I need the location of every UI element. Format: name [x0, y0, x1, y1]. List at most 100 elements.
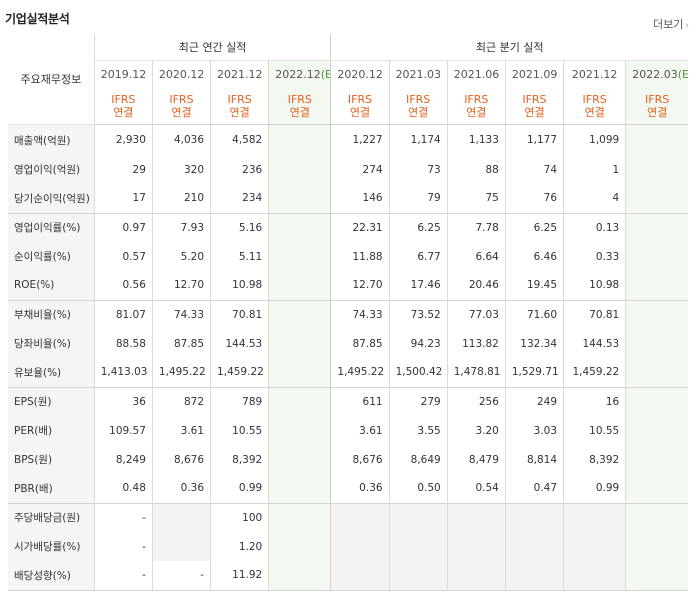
row-label: 부채비율(%): [8, 299, 95, 329]
row-label: 영업이익률(%): [8, 212, 95, 242]
table-cell: 8,676: [151, 445, 211, 474]
table-cell: 320: [151, 155, 211, 184]
table-row: 순이익률(%) 0.57 5.20 5.11 11.88 6.77 6.64 6.46 0.33: [8, 242, 688, 271]
table-cell: 10.55: [210, 416, 269, 445]
group-header-annual: 최근 연간 실적: [93, 34, 331, 61]
corner-label: 주요재무정보: [8, 34, 95, 125]
table-cell: 1,413.03: [93, 358, 153, 387]
table-cell: 8,249: [93, 445, 153, 474]
basis-header: IFRS 연결: [210, 87, 269, 125]
table-cell: 1,478.81: [446, 358, 506, 387]
table-cell: 0.56: [93, 271, 153, 300]
table-cell: [268, 386, 331, 416]
table-cell: [625, 561, 688, 591]
table-row: BPS(원) 8,249 8,676 8,392 8,676 8,649 8,479 8,81…: [8, 445, 688, 474]
table-cell: 144.53: [210, 329, 269, 358]
table-cell: 0.57: [93, 242, 153, 271]
row-label: 주당배당금(원): [8, 502, 95, 532]
row-label: 배당성향(%): [8, 561, 95, 591]
table-cell: 1,133: [446, 124, 506, 155]
table-row: PER(배) 109.57 3.61 10.55 3.61 3.55 3.20 3.03 10.…: [8, 416, 688, 445]
table-cell: 0.47: [504, 474, 564, 503]
table-cell: 10.98: [210, 271, 269, 300]
table-cell: 16: [563, 386, 626, 416]
row-label: BPS(원): [8, 445, 95, 474]
table-cell: 144.53: [563, 329, 626, 358]
table-cell: 71.60: [504, 299, 564, 329]
more-link[interactable]: 더보기 ›: [653, 16, 689, 32]
group-header-quarter: 최근 분기 실적: [330, 34, 688, 61]
table-cell: 7.78: [446, 212, 506, 242]
row-label: ROE(%): [8, 271, 95, 300]
table-row: 주당배당금(원) - 100: [8, 502, 688, 532]
table-cell: 12.70: [151, 271, 211, 300]
table-cell: 1,099: [563, 124, 626, 155]
table-cell: 100: [210, 502, 269, 532]
table-row: 부채비율(%) 81.07 74.33 70.81 74.33 73.52 77.03 71.…: [8, 299, 688, 329]
table-cell: 1,174: [388, 124, 448, 155]
table-row: 유보율(%) 1,413.03 1,495.22 1,459.22 1,495.22 1,…: [8, 358, 688, 387]
table-cell: 5.11: [210, 242, 269, 271]
table-cell: 7.93: [151, 212, 211, 242]
table-cell: [330, 532, 390, 561]
table-cell: 1,459.22: [563, 358, 626, 387]
table-cell: 1,495.22: [151, 358, 211, 387]
section-title: 기업실적분석: [5, 12, 70, 26]
row-label: PBR(배): [8, 474, 95, 503]
basis-header: IFRS 연결: [151, 87, 211, 125]
table-cell: 12.70: [330, 271, 390, 300]
table-cell: 3.61: [330, 416, 390, 445]
table-cell: 20.46: [446, 271, 506, 300]
table-cell: 6.77: [388, 242, 448, 271]
table-row: 당기순이익(억원) 17 210 234 146 79 75 76 4: [8, 184, 688, 213]
table-cell: 0.36: [151, 474, 211, 503]
table-cell: 0.54: [446, 474, 506, 503]
table-cell: 274: [330, 155, 390, 184]
table-cell: [563, 532, 626, 561]
table-cell: 1,495.22: [330, 358, 390, 387]
table-cell: 1: [563, 155, 626, 184]
table-body: 매출액(억원) 2,930 4,036 4,582 1,227 1,174 1,133 1,1…: [8, 124, 688, 591]
table-cell: [563, 561, 626, 591]
row-label: PER(배): [8, 416, 95, 445]
table-cell: 29: [93, 155, 153, 184]
table-cell: 19.45: [504, 271, 564, 300]
table-cell: 3.03: [504, 416, 564, 445]
table-cell: [504, 532, 564, 561]
period-header: 2021.03: [388, 60, 448, 87]
table-row: EPS(원) 36 872 789 611 279 256 249 16: [8, 386, 688, 416]
row-label: 순이익률(%): [8, 242, 95, 271]
table-cell: 8,676: [330, 445, 390, 474]
row-label: 매출액(억원): [8, 124, 95, 155]
table-cell: [268, 271, 331, 300]
table-cell: 0.50: [388, 474, 448, 503]
period-header: 2020.12: [151, 60, 211, 87]
table-cell: [268, 532, 331, 561]
table-cell: [151, 532, 211, 561]
table-cell: [268, 416, 331, 445]
basis-header: IFRS 연결: [504, 87, 564, 125]
table-cell: 611: [330, 386, 390, 416]
table-cell: [268, 242, 331, 271]
table-cell: 5.16: [210, 212, 269, 242]
basis-header: IFRS 연결: [388, 87, 448, 125]
table-cell: [388, 502, 448, 532]
table-cell: 2,930: [93, 124, 153, 155]
basis-header: IFRS 연결: [563, 87, 626, 125]
table-cell: [446, 502, 506, 532]
table-cell: 17: [93, 184, 153, 213]
row-label: 유보율(%): [8, 358, 95, 387]
financial-performance-table: 주요재무정보 최근 연간 실적 최근 분기 실적 2019.12 2020.12 2…: [8, 34, 688, 591]
table-cell: 22.31: [330, 212, 390, 242]
period-header: 2019.12: [93, 60, 153, 87]
table-cell: 872: [151, 386, 211, 416]
table-cell: 1,529.71: [504, 358, 564, 387]
basis-header: IFRS 연결: [268, 87, 331, 125]
period-header: 2020.12: [330, 60, 390, 87]
table-cell: [268, 155, 331, 184]
table-cell: [388, 561, 448, 591]
row-label: 영업이익(억원): [8, 155, 95, 184]
table-cell: 3.55: [388, 416, 448, 445]
chevron-right-icon: ›: [685, 21, 689, 31]
table-cell: [625, 329, 688, 358]
